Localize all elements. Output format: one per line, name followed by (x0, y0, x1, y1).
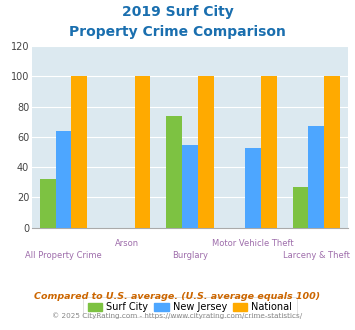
Bar (308, 126, 324, 228)
Bar (40, 179, 56, 228)
Bar (135, 77, 151, 228)
Bar (198, 77, 214, 228)
Text: Larceny & Theft: Larceny & Theft (283, 251, 350, 260)
Bar (56, 131, 71, 228)
Bar (166, 116, 182, 228)
Bar (71, 77, 87, 228)
Text: Property Crime Comparison: Property Crime Comparison (69, 25, 286, 39)
Text: Motor Vehicle Theft: Motor Vehicle Theft (212, 239, 294, 248)
Text: Arson: Arson (115, 239, 139, 248)
Text: Burglary: Burglary (172, 251, 208, 260)
Text: 2019 Surf City: 2019 Surf City (122, 5, 233, 19)
Text: All Property Crime: All Property Crime (25, 251, 102, 260)
Text: © 2025 CityRating.com - https://www.cityrating.com/crime-statistics/: © 2025 CityRating.com - https://www.city… (53, 312, 302, 318)
Legend: Surf City, New Jersey, National: Surf City, New Jersey, National (83, 298, 297, 317)
Bar (245, 148, 261, 228)
Bar (182, 145, 198, 228)
Bar (261, 77, 277, 228)
Bar (293, 187, 308, 228)
Bar (324, 77, 340, 228)
Text: Compared to U.S. average. (U.S. average equals 100): Compared to U.S. average. (U.S. average … (34, 292, 321, 301)
